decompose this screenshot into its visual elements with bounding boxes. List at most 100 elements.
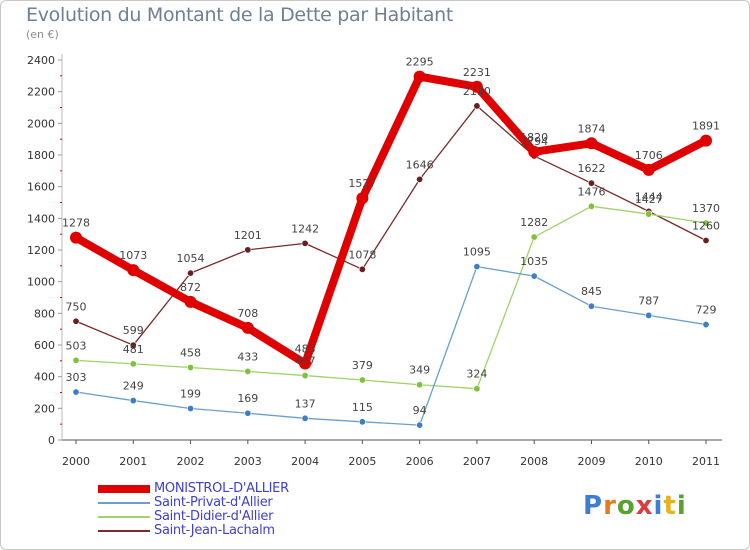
proxiti-logo: Proxiti xyxy=(583,491,687,521)
data-point xyxy=(72,317,80,325)
data-label: 169 xyxy=(237,392,258,405)
data-point xyxy=(127,264,140,277)
data-point xyxy=(473,385,481,393)
y-tick-label: 400 xyxy=(34,371,55,384)
data-label: 1794 xyxy=(520,135,548,148)
x-tick-label: 2009 xyxy=(577,455,605,468)
data-point xyxy=(72,356,80,364)
data-point xyxy=(645,210,653,218)
logo-letter: i xyxy=(653,491,664,521)
data-point xyxy=(244,246,252,254)
data-label: 324 xyxy=(466,368,487,381)
data-point xyxy=(301,414,309,422)
data-label: 787 xyxy=(638,294,659,307)
data-point xyxy=(416,381,424,389)
data-point xyxy=(416,175,424,183)
data-point xyxy=(244,409,252,417)
logo-letter: t xyxy=(663,491,677,521)
data-label: 872 xyxy=(180,281,201,294)
y-tick-label: 2400 xyxy=(27,54,55,67)
data-label: 1282 xyxy=(520,216,548,229)
data-label: 349 xyxy=(409,364,430,377)
legend: MONISTROL-D'ALLIER Saint-Privat-d'Allier S… xyxy=(98,481,358,538)
data-label: 2295 xyxy=(406,56,434,69)
data-point xyxy=(244,367,252,375)
data-label: 458 xyxy=(180,346,201,359)
chart-subtitle: (en €) xyxy=(26,28,59,41)
data-label: 708 xyxy=(237,307,258,320)
legend-item: Saint-Jean-Lachalm xyxy=(98,523,358,538)
y-tick-label: 600 xyxy=(34,339,55,352)
data-point xyxy=(416,421,424,429)
legend-swatch xyxy=(98,502,150,504)
legend-label: Saint-Didier-d'Allier xyxy=(154,509,274,524)
data-label: 1820 xyxy=(520,131,548,144)
data-point xyxy=(187,269,195,277)
data-label: 1874 xyxy=(577,122,605,135)
legend-label: Saint-Privat-d'Allier xyxy=(154,495,273,510)
data-label: 1706 xyxy=(635,149,663,162)
data-point xyxy=(587,302,595,310)
data-point xyxy=(587,202,595,210)
data-label: 137 xyxy=(295,397,316,410)
y-tick-label: 800 xyxy=(34,307,55,320)
data-point xyxy=(129,397,137,405)
data-label: 2110 xyxy=(463,85,491,98)
x-tick-label: 2011 xyxy=(692,455,720,468)
x-tick-label: 2000 xyxy=(62,455,90,468)
data-label: 1078 xyxy=(348,248,376,261)
x-tick-label: 2010 xyxy=(635,455,663,468)
chart-title: Evolution du Montant de la Dette par Hab… xyxy=(26,4,454,26)
y-tick-label: 1800 xyxy=(27,149,55,162)
data-point xyxy=(301,372,309,380)
data-point xyxy=(129,341,137,349)
data-point xyxy=(299,357,312,370)
data-label: 1278 xyxy=(62,217,90,230)
data-label: 379 xyxy=(352,359,373,372)
axes: 0 200 400 600 800 1000 1200 1400 1600 1800 2000 220… xyxy=(27,54,722,468)
legend-swatch xyxy=(98,516,150,518)
data-point xyxy=(702,219,710,227)
legend-label: Saint-Jean-Lachalm xyxy=(154,523,275,538)
x-tick-label: 2002 xyxy=(177,455,205,468)
y-tick-label: 1400 xyxy=(27,212,55,225)
data-label: 303 xyxy=(66,371,87,384)
data-label: 1476 xyxy=(577,185,605,198)
data-point xyxy=(358,418,366,426)
data-point xyxy=(645,311,653,319)
data-label: 1444 xyxy=(635,190,663,203)
y-tick-label: 1600 xyxy=(27,181,55,194)
data-point xyxy=(702,237,710,245)
data-point xyxy=(413,70,426,83)
series-line-1 xyxy=(75,265,707,426)
logo-letter: r xyxy=(603,491,617,521)
logo-letter: x xyxy=(635,491,654,521)
legend-item: MONISTROL-D'ALLIER xyxy=(98,481,358,496)
data-point xyxy=(585,137,598,150)
data-label: 503 xyxy=(66,339,87,352)
y-tick-label: 1200 xyxy=(27,244,55,257)
data-label: 599 xyxy=(123,324,144,337)
legend-swatch xyxy=(98,530,150,532)
data-label: 1201 xyxy=(234,229,262,242)
series-lines xyxy=(70,70,712,429)
data-point xyxy=(530,233,538,241)
data-point xyxy=(642,163,655,176)
data-point xyxy=(187,404,195,412)
data-point xyxy=(129,360,137,368)
data-label: 407 xyxy=(295,355,316,368)
data-label: 845 xyxy=(581,285,602,298)
data-label: 115 xyxy=(352,401,373,414)
series-line-2 xyxy=(75,205,707,390)
line-chart: 0 200 400 600 800 1000 1200 1400 1600 1800 2000 220… xyxy=(27,54,722,468)
logo-letter: o xyxy=(616,491,636,521)
x-tick-label: 2003 xyxy=(234,455,262,468)
data-label: 249 xyxy=(123,380,144,393)
series-line-0 xyxy=(72,72,710,368)
data-label: 1527 xyxy=(348,177,376,190)
data-label: 94 xyxy=(413,404,427,417)
data-point xyxy=(700,134,712,147)
data-label: 1073 xyxy=(119,249,147,262)
data-point xyxy=(301,239,309,247)
